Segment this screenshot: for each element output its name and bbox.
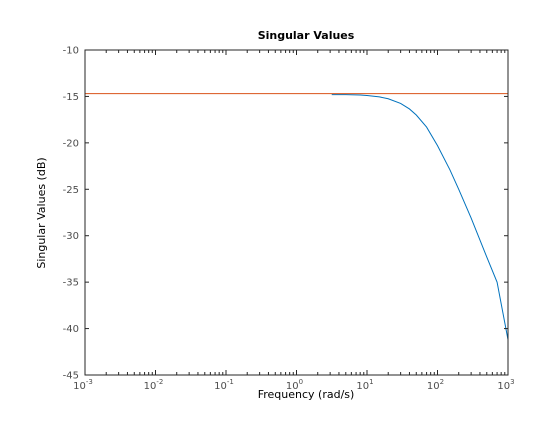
plot-background bbox=[85, 50, 508, 375]
x-tick-label: 100 bbox=[286, 378, 303, 392]
x-tick-label-exponent: -2 bbox=[156, 378, 163, 386]
chart-title: Singular Values bbox=[258, 29, 355, 42]
y-tick-label: -20 bbox=[63, 138, 79, 149]
y-tick-label: -25 bbox=[63, 185, 79, 196]
y-tick-label: -30 bbox=[63, 231, 79, 242]
x-tick-label: 103 bbox=[497, 378, 514, 392]
x-tick-label-base: 10 bbox=[286, 381, 299, 392]
x-tick-label-base: 10 bbox=[497, 381, 510, 392]
y-tick-label: -10 bbox=[63, 46, 79, 57]
x-tick-label: 10-3 bbox=[73, 378, 93, 392]
x-tick-label: 101 bbox=[356, 378, 373, 392]
x-tick-label-exponent: -1 bbox=[227, 378, 234, 386]
x-tick-label-base: 10 bbox=[214, 381, 227, 392]
x-tick-label-exponent: 0 bbox=[299, 378, 303, 386]
plot-frame bbox=[84, 49, 509, 376]
x-tick-label: 10-1 bbox=[214, 378, 234, 392]
series-line-1 bbox=[331, 94, 509, 340]
x-tick-label-base: 10 bbox=[427, 381, 440, 392]
x-tick-label-base: 10 bbox=[144, 381, 157, 392]
y-tick-label: -40 bbox=[63, 324, 79, 335]
series-layer bbox=[85, 93, 509, 340]
y-axis-label: Singular Values (dB) bbox=[35, 157, 48, 268]
x-tick-label: 102 bbox=[427, 378, 444, 392]
x-tick-label-exponent: 3 bbox=[510, 378, 514, 386]
x-tick-label-exponent: 1 bbox=[369, 378, 373, 386]
y-tick-label: -45 bbox=[63, 371, 79, 382]
x-axis-label: Frequency (rad/s) bbox=[258, 388, 355, 401]
x-tick-label-base: 10 bbox=[73, 381, 86, 392]
y-tick-label: -35 bbox=[63, 278, 79, 289]
x-tick-label-base: 10 bbox=[356, 381, 369, 392]
x-tick-label: 10-2 bbox=[144, 378, 164, 392]
x-tick-label-exponent: 2 bbox=[440, 378, 444, 386]
y-tick-label: -15 bbox=[63, 92, 79, 103]
x-tick-label-exponent: -3 bbox=[86, 378, 93, 386]
